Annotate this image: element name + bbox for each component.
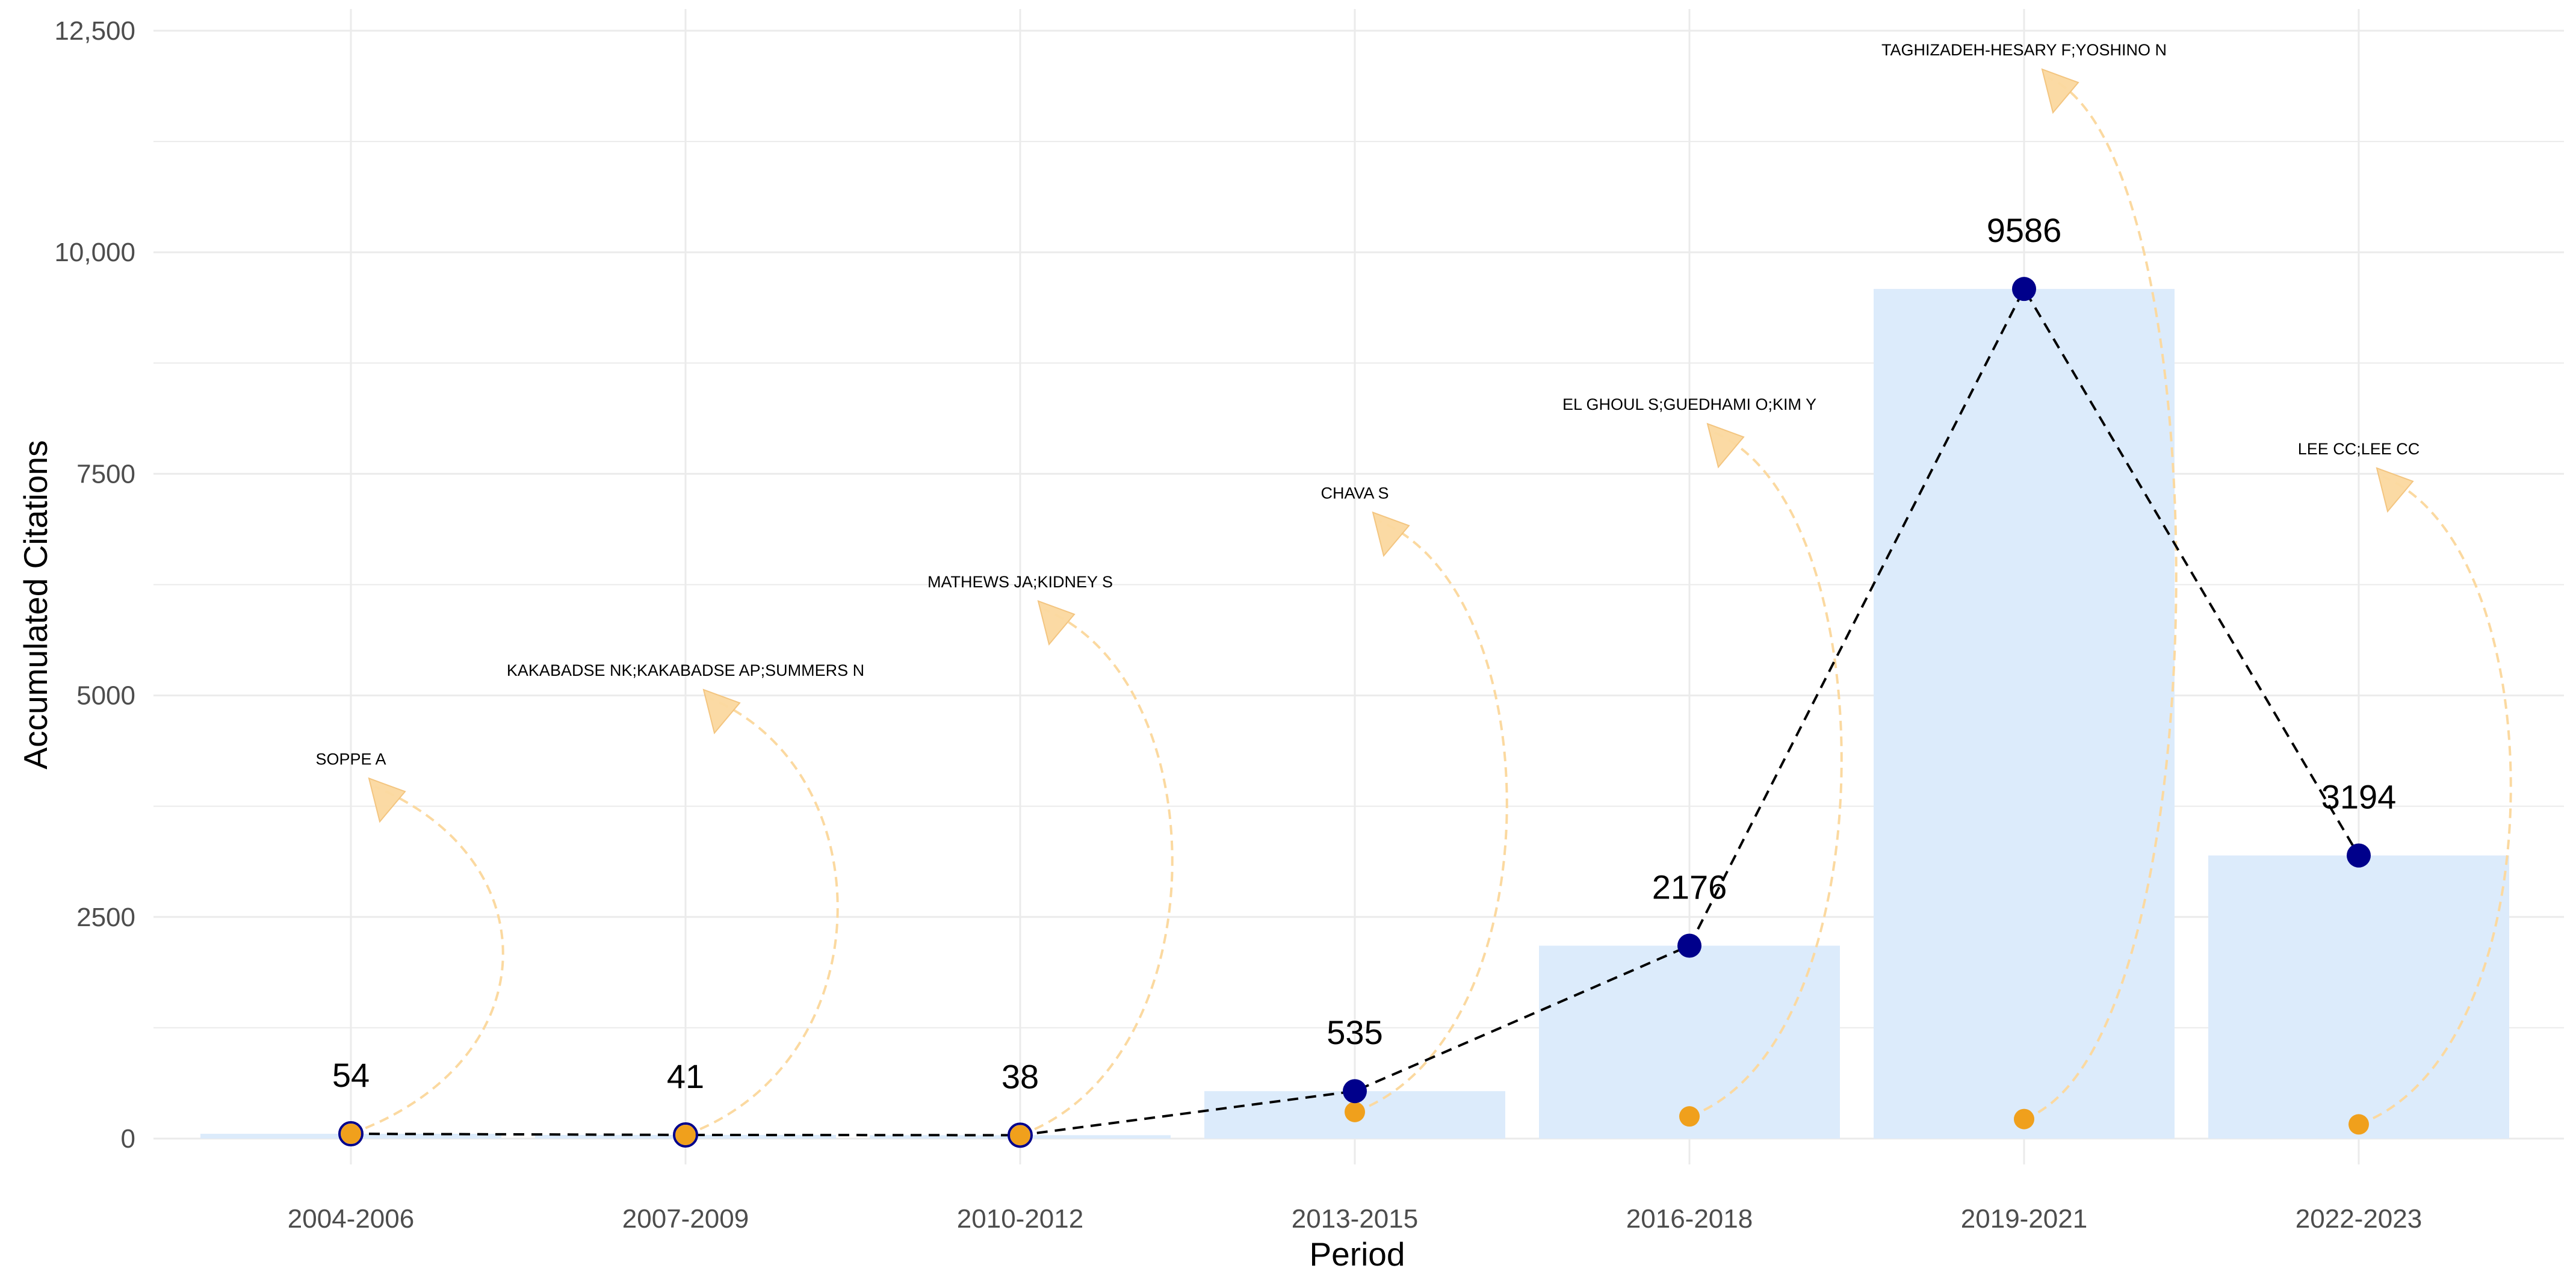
citation-point-ring [673,1122,698,1148]
y-tick-label: 7500 [76,459,135,489]
top-author-point [1345,1101,1365,1122]
x-tick-label: 2010-2012 [957,1204,1083,1234]
value-label: 2176 [1652,868,1727,906]
top-author-point [1679,1106,1700,1127]
y-tick-label: 0 [121,1124,135,1154]
x-tick-label: 2004-2006 [288,1204,414,1234]
label-layer: SOPPE A KAKABADSE NK;KAKABADSE AP;SUMMERS… [315,41,2420,1095]
y-tick-label: 2500 [76,903,135,932]
y-tick-label: 12,500 [54,16,135,46]
bar-2022-2023 [2208,855,2509,1139]
annotation-arrowhead [1372,511,1410,557]
x-tick-label: 2013-2015 [1292,1204,1418,1234]
top-author-point [1010,1125,1030,1146]
citation-point [1343,1079,1367,1104]
annotation-arrowhead [702,688,741,735]
author-label: EL GHOUL S;GUEDHAMI O;KIM Y [1562,395,1816,413]
annotation-curve [1020,608,1174,1137]
value-label: 3194 [2321,778,2397,816]
value-label: 38 [1002,1057,1039,1095]
annotation-curve [685,697,839,1136]
point-layer [338,277,2371,1148]
axis-layer: Period Accumulated Citations 0 2500 5000 75… [17,16,2422,1273]
x-tick-label: 2007-2009 [622,1204,749,1234]
annotation-curve-layer [350,68,2512,1137]
annotation-curve [2358,475,2512,1126]
x-axis-title: Period [1310,1235,1405,1273]
annotation-arrowhead [1037,600,1076,646]
annotation-arrowhead [2376,467,2414,513]
x-tick-label: 2016-2018 [1626,1204,1753,1234]
value-label: 54 [332,1056,370,1094]
annotation-arrowhead [368,777,406,823]
citation-point [1677,933,1701,958]
x-tick-label: 2019-2021 [1961,1204,2087,1234]
top-author-point [2014,1108,2034,1130]
top-author-point [341,1124,361,1145]
citation-point-ring [338,1121,364,1147]
y-tick-label: 5000 [76,681,135,711]
author-label: KAKABADSE NK;KAKABADSE AP;SUMMERS N [507,661,864,679]
value-label: 41 [667,1057,704,1095]
citation-point [2012,277,2036,301]
grid-layer [153,9,2564,1164]
y-tick-label: 10,000 [54,238,135,267]
annotation-arrowhead [2041,68,2079,114]
bar-layer [200,289,2509,1139]
bar-2019-2021 [1874,289,2175,1139]
citation-point [2347,843,2371,868]
annotation-arrowhead [1706,422,1745,469]
annotation-curve [2023,76,2178,1121]
top-author-point [675,1124,696,1145]
citation-point-ring [1008,1122,1033,1148]
author-label: SOPPE A [315,750,386,768]
top-author-point [2348,1114,2369,1135]
x-tick-label: 2022-2023 [2296,1204,2422,1234]
value-label: 9586 [1987,211,2062,249]
annotation-curve [350,785,504,1135]
y-axis-title: Accumulated Citations [17,440,54,769]
annotation-curve [1689,431,1843,1118]
author-label: TAGHIZADEH-HESARY F;YOSHINO N [1881,41,2167,59]
author-label: MATHEWS JA;KIDNEY S [927,573,1113,591]
value-label: 535 [1327,1013,1382,1051]
author-label: LEE CC;LEE CC [2298,440,2420,458]
author-label: CHAVA S [1321,484,1389,502]
